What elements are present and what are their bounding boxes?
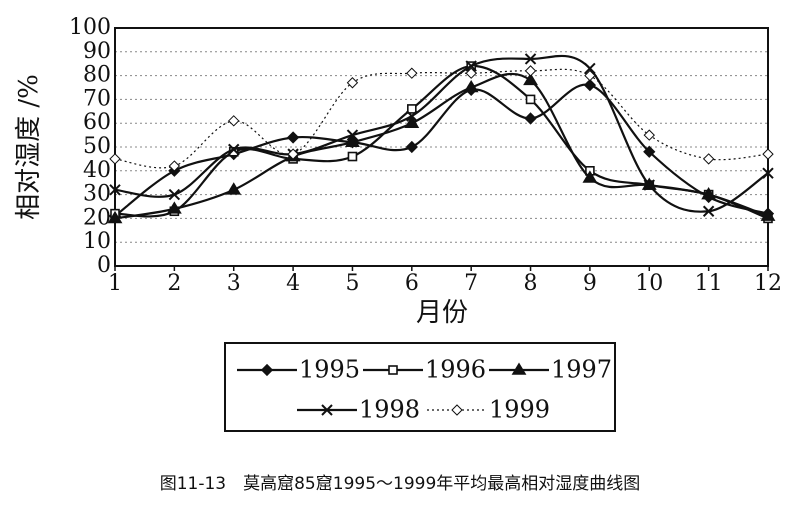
- legend-label: 1996: [425, 356, 486, 384]
- x-tick-label: 1: [108, 271, 122, 296]
- legend-marker: [388, 365, 398, 375]
- data-point: [583, 78, 597, 92]
- data-point: [701, 187, 717, 200]
- x-axis-label: 月份: [416, 298, 468, 328]
- data-point: [406, 67, 418, 79]
- data-point: [762, 167, 774, 179]
- x-tick-label: 8: [524, 271, 538, 296]
- data-point: [525, 94, 536, 105]
- data-point: [228, 143, 240, 156]
- data-point: [643, 179, 655, 191]
- y-tick-label: 70: [83, 86, 111, 111]
- y-tick-label: 20: [83, 205, 111, 230]
- y-tick-label: 80: [83, 63, 111, 88]
- data-point: [463, 79, 479, 93]
- x-tick-label: 6: [405, 271, 419, 296]
- y-tick-label: 10: [83, 229, 111, 254]
- data-point: [702, 205, 715, 217]
- data-point: [524, 53, 537, 65]
- data-point: [762, 148, 774, 160]
- x-tick-label: 7: [464, 271, 478, 296]
- data-point: [524, 65, 537, 77]
- legend-label: 1997: [551, 356, 612, 384]
- legend-box: [224, 342, 616, 432]
- legend-marker: [451, 404, 463, 416]
- data-point: [406, 110, 418, 122]
- data-point: [407, 104, 417, 114]
- x-tick-label: 9: [583, 271, 597, 296]
- data-point: [582, 170, 598, 183]
- data-point: [465, 60, 477, 72]
- data-point: [405, 140, 418, 154]
- data-point: [109, 153, 121, 165]
- data-point: [702, 153, 715, 165]
- data-point: [109, 184, 121, 196]
- data-point: [584, 69, 596, 82]
- x-tick-label: 10: [635, 271, 663, 296]
- data-point: [226, 182, 242, 195]
- data-point: [643, 145, 656, 158]
- data-point: [404, 115, 420, 128]
- caption: 图11-13 莫高窟85窟1995～1999年平均最高相对湿度曲线图: [160, 474, 641, 494]
- data-point: [346, 77, 359, 89]
- x-tick-label: 3: [227, 271, 241, 296]
- x-tick-label: 5: [345, 271, 359, 296]
- legend-marker: [321, 404, 333, 416]
- data-point: [287, 148, 299, 160]
- y-tick-label: 100: [69, 15, 111, 40]
- y-tick-label: 30: [83, 182, 111, 207]
- legend-label: 1999: [489, 396, 550, 424]
- data-point: [584, 62, 596, 75]
- data-point: [166, 201, 182, 214]
- x-tick-label: 11: [695, 271, 723, 296]
- data-point: [168, 188, 181, 201]
- legend-label: 1998: [359, 396, 420, 424]
- y-tick-label: 50: [83, 134, 111, 159]
- data-point: [760, 208, 776, 221]
- y-tick-label: 60: [83, 110, 111, 135]
- data-point: [643, 129, 655, 141]
- data-point: [228, 115, 240, 127]
- legend-marker: [511, 362, 527, 375]
- data-point: [347, 151, 358, 162]
- data-point: [107, 210, 123, 224]
- y-tick-label: 40: [83, 158, 111, 183]
- data-point: [465, 67, 477, 79]
- y-tick-label: 0: [97, 253, 111, 278]
- data-point: [345, 134, 360, 148]
- y-axis-label: 相对湿度 /%: [14, 74, 44, 220]
- legend-marker: [260, 363, 274, 377]
- y-tick-label: 90: [83, 39, 111, 64]
- x-tick-label: 12: [754, 271, 782, 296]
- data-point: [168, 160, 181, 172]
- data-point: [524, 112, 537, 125]
- data-point: [523, 72, 538, 86]
- plot-frame: [114, 27, 769, 267]
- legend-label: 1995: [299, 356, 360, 384]
- x-tick-label: 2: [167, 271, 181, 296]
- data-point: [286, 131, 300, 144]
- data-point: [346, 129, 359, 141]
- x-tick-label: 4: [286, 271, 300, 296]
